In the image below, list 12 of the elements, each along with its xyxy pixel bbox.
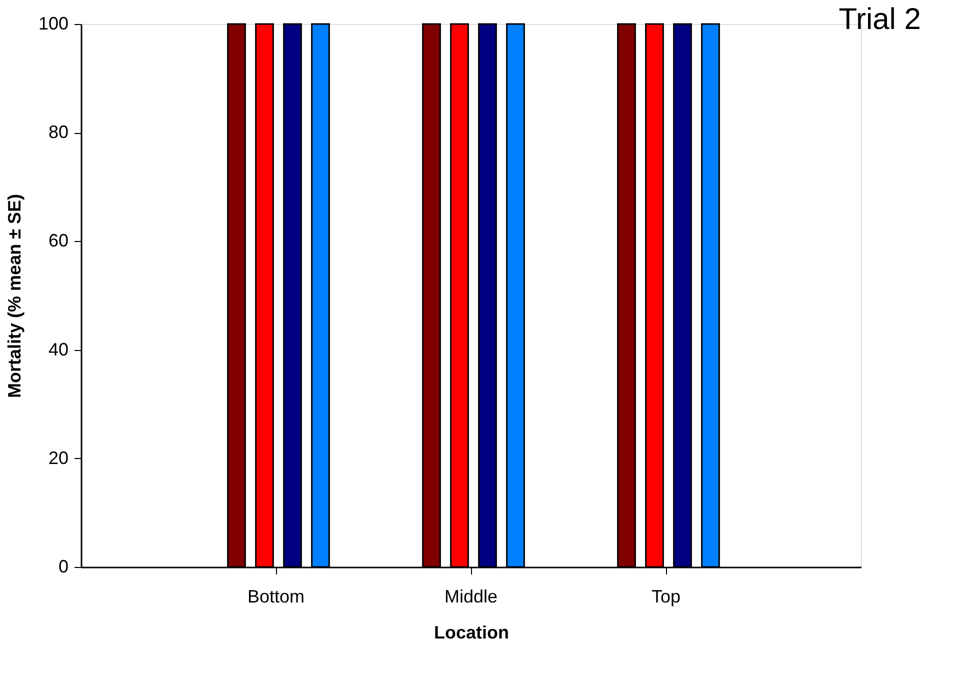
x-tick-label: Middle [444,586,498,606]
y-tick-label: 0 [58,556,68,576]
y-tick-label: 20 [48,448,68,468]
y-axis-title: Mortality (% mean ± SE) [4,194,24,398]
y-tick-label: 40 [48,339,68,360]
y-tick-label: 60 [48,230,68,251]
x-tick-label: Bottom [247,586,305,606]
chart-title: Trial 2 [838,3,921,36]
x-tick-label: Top [651,586,681,606]
y-tick-label: 100 [38,14,68,34]
y-tick-label: 80 [48,122,68,142]
x-axis-title: Location [434,622,509,642]
